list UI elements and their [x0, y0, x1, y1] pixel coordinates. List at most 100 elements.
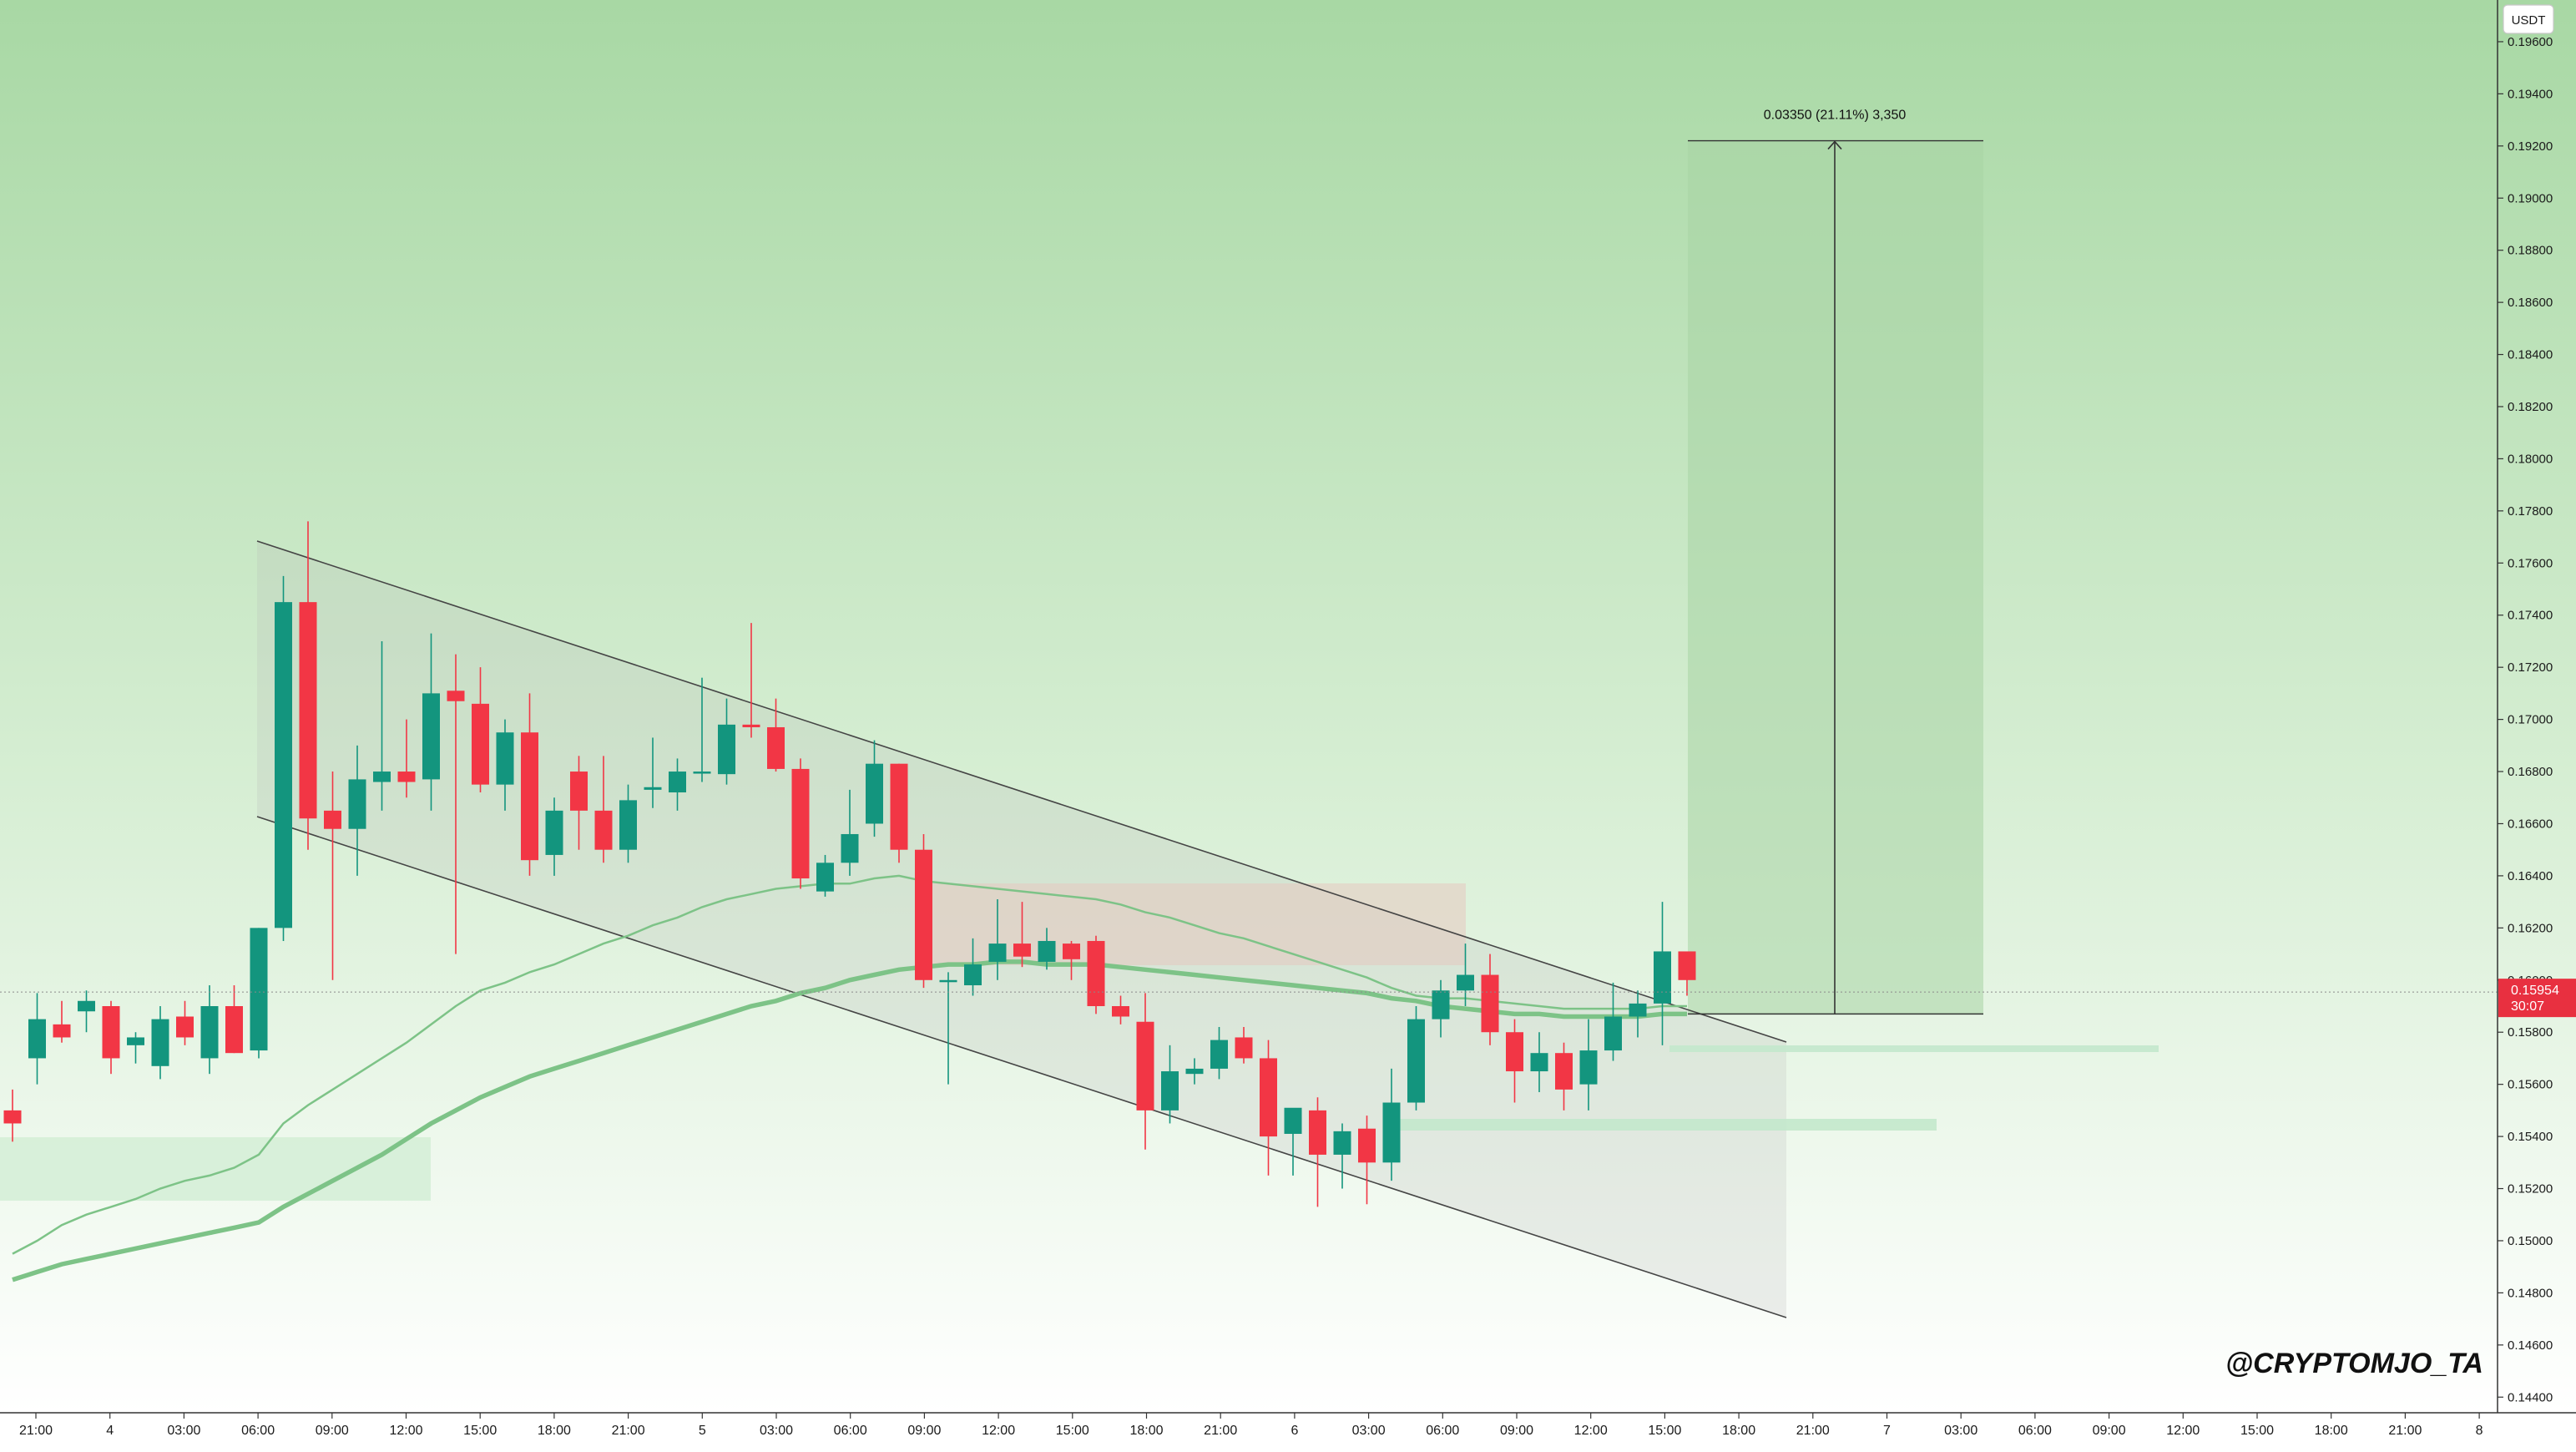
candle[interactable]	[1358, 1116, 1376, 1205]
candle[interactable]	[1629, 990, 1647, 1038]
candle[interactable]	[225, 985, 243, 1054]
candle[interactable]	[1112, 995, 1129, 1024]
ema-slow-line	[12, 959, 1687, 1283]
candle[interactable]	[127, 1032, 144, 1064]
candle-body	[1309, 1110, 1326, 1155]
channel-upper-line[interactable]	[256, 540, 1787, 1043]
candle[interactable]	[1382, 1068, 1401, 1181]
candle[interactable]	[644, 737, 662, 808]
currency-badge-box[interactable]	[2503, 4, 2554, 34]
candle[interactable]	[3, 1089, 22, 1142]
x-tick-label: 18:00	[538, 1424, 571, 1438]
candle[interactable]	[250, 928, 268, 1059]
candle[interactable]	[299, 521, 317, 850]
candle[interactable]	[767, 698, 785, 772]
candle[interactable]	[447, 654, 465, 954]
candle[interactable]	[472, 667, 489, 793]
candle-body	[373, 772, 391, 782]
channel-lower-line[interactable]	[256, 816, 1787, 1318]
candle[interactable]	[1284, 1107, 1302, 1176]
candle[interactable]	[1309, 1097, 1326, 1207]
y-tick-label: 0.19400	[2508, 87, 2553, 101]
candle[interactable]	[348, 745, 366, 876]
candle[interactable]	[1013, 902, 1031, 968]
candle[interactable]	[1604, 982, 1622, 1061]
candle[interactable]	[1555, 1042, 1573, 1111]
candle[interactable]	[841, 789, 859, 876]
candle[interactable]	[324, 772, 341, 980]
candle[interactable]	[1235, 1026, 1253, 1064]
candle-body	[1333, 1131, 1351, 1155]
candle[interactable]	[1063, 940, 1080, 980]
candle[interactable]	[742, 623, 760, 738]
candle[interactable]	[1210, 1026, 1228, 1080]
candle[interactable]	[570, 756, 588, 850]
candle[interactable]	[988, 899, 1007, 980]
candle[interactable]	[791, 758, 810, 889]
candle[interactable]	[422, 633, 440, 811]
candle[interactable]	[1678, 951, 1696, 996]
support-zone-lower	[1394, 1119, 1937, 1131]
candle-body	[348, 779, 366, 829]
candle-body	[594, 810, 613, 850]
candle[interactable]	[693, 677, 711, 782]
candle[interactable]	[1530, 1032, 1548, 1093]
author-watermark: @CRYPTOMJO_TA	[2225, 1348, 2483, 1379]
candle[interactable]	[397, 719, 416, 798]
candle[interactable]	[1654, 902, 1671, 1045]
target-zone[interactable]	[1688, 140, 1983, 1014]
candle[interactable]	[1038, 928, 1056, 970]
candle-body	[816, 863, 834, 892]
candle[interactable]	[1260, 1040, 1277, 1176]
x-tick-label: 12:00	[389, 1424, 422, 1438]
candle[interactable]	[1457, 944, 1474, 1007]
x-tick-label: 12:00	[2166, 1424, 2200, 1438]
y-tick-label: 0.15200	[2508, 1182, 2553, 1197]
candle[interactable]	[176, 1000, 194, 1045]
candle[interactable]	[373, 640, 391, 811]
candle[interactable]	[1407, 1006, 1425, 1111]
candle[interactable]	[78, 990, 95, 1033]
candle[interactable]	[1579, 1019, 1598, 1111]
candle[interactable]	[890, 763, 908, 863]
candle[interactable]	[151, 1006, 169, 1080]
candle[interactable]	[275, 575, 292, 941]
x-tick-label: 5	[699, 1424, 706, 1438]
candle[interactable]	[521, 693, 538, 876]
candle[interactable]	[964, 938, 982, 996]
candle-body	[447, 691, 465, 701]
x-tick-label: 8	[2476, 1424, 2483, 1438]
candle[interactable]	[102, 1000, 120, 1075]
candle[interactable]	[1333, 1123, 1351, 1189]
candle[interactable]	[1136, 993, 1154, 1150]
x-tick-label: 06:00	[834, 1424, 867, 1438]
candle[interactable]	[816, 854, 834, 897]
candle-body	[1284, 1107, 1302, 1134]
candle[interactable]	[53, 1000, 71, 1043]
candle-body	[28, 1019, 46, 1059]
candle[interactable]	[718, 698, 735, 785]
candle-body	[669, 772, 686, 793]
candle[interactable]	[28, 993, 46, 1085]
candle[interactable]	[200, 985, 219, 1075]
y-tick-label: 0.15600	[2508, 1078, 2553, 1092]
candle[interactable]	[1481, 954, 1499, 1045]
candle[interactable]	[939, 972, 957, 1085]
candle[interactable]	[1432, 979, 1450, 1038]
candle[interactable]	[619, 784, 637, 863]
x-tick-label: 06:00	[241, 1424, 275, 1438]
candle-body	[299, 602, 317, 819]
candle[interactable]	[1087, 935, 1105, 1014]
candle[interactable]	[915, 833, 932, 989]
candle[interactable]	[594, 756, 613, 863]
candle[interactable]	[866, 740, 883, 837]
candle[interactable]	[496, 719, 514, 811]
candle[interactable]	[545, 797, 563, 876]
y-tick-label: 0.14800	[2508, 1286, 2553, 1300]
time-scale-background	[0, 1413, 2576, 1448]
candle[interactable]	[669, 758, 686, 811]
candle[interactable]	[1185, 1058, 1204, 1085]
candle[interactable]	[1161, 1045, 1179, 1124]
candle[interactable]	[1506, 1019, 1523, 1103]
